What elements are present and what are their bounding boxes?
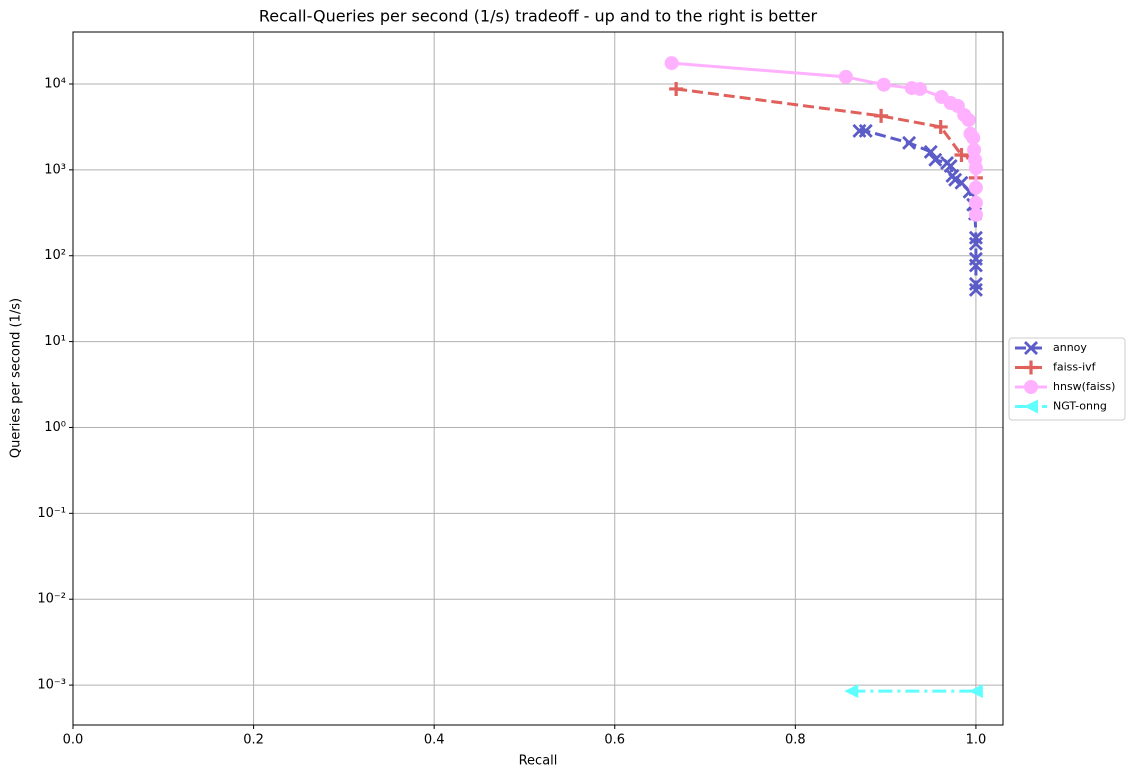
data-point xyxy=(968,180,983,195)
legend-label: annoy xyxy=(1053,341,1087,354)
legend-label: hnsw(faiss) xyxy=(1053,380,1115,393)
data-point xyxy=(912,81,927,96)
y-tick-label: 10⁻² xyxy=(37,592,66,607)
x-tick-label: 1.0 xyxy=(966,733,987,748)
data-point xyxy=(968,207,983,222)
legend-marker xyxy=(1024,380,1038,394)
data-point xyxy=(968,282,983,297)
y-tick-label: 10⁻³ xyxy=(37,678,66,693)
data-point xyxy=(858,123,873,138)
y-axis-label: Queries per second (1/s) xyxy=(9,298,24,458)
legend-marker xyxy=(1024,341,1038,355)
plot-frame xyxy=(72,31,1004,726)
x-tick-label: 0.2 xyxy=(243,733,264,748)
data-point xyxy=(874,108,889,123)
data-point xyxy=(838,69,853,84)
data-point xyxy=(933,119,948,134)
data-point xyxy=(968,236,983,251)
data-point xyxy=(961,112,976,127)
legend-label: NGT-onng xyxy=(1053,400,1107,413)
data-point xyxy=(664,56,679,71)
x-tick-label: 0.4 xyxy=(424,733,445,748)
y-tick-label: 10⁴ xyxy=(44,76,66,91)
legend-label: faiss-ivf xyxy=(1053,361,1097,374)
y-tick-label: 10³ xyxy=(44,162,66,177)
y-tick-label: 10² xyxy=(44,248,66,263)
data-point xyxy=(968,195,983,210)
series-line xyxy=(671,61,978,215)
x-tick-label: 0.0 xyxy=(63,733,84,748)
data-point xyxy=(928,152,943,167)
data-point xyxy=(966,130,981,145)
data-point xyxy=(923,144,938,159)
x-tick-label: 0.6 xyxy=(604,733,625,748)
data-point xyxy=(968,258,983,273)
y-tick-label: 10⁰ xyxy=(44,420,66,435)
x-axis-label: Recall xyxy=(519,754,558,769)
x-tick-label: 0.8 xyxy=(785,733,806,748)
data-point xyxy=(669,81,684,96)
data-point xyxy=(844,684,859,699)
data-point xyxy=(954,147,969,162)
legend-marker xyxy=(1024,399,1038,414)
data-point xyxy=(902,135,917,150)
chart-title: Recall-Queries per second (1/s) tradeoff… xyxy=(259,7,818,26)
y-tick-label: 10¹ xyxy=(44,334,66,349)
y-tick-label: 10⁻¹ xyxy=(37,506,66,521)
data-point xyxy=(968,684,983,699)
data-point xyxy=(968,161,983,176)
data-point xyxy=(876,77,891,92)
legend-marker xyxy=(1024,360,1038,375)
data-point xyxy=(948,172,963,187)
